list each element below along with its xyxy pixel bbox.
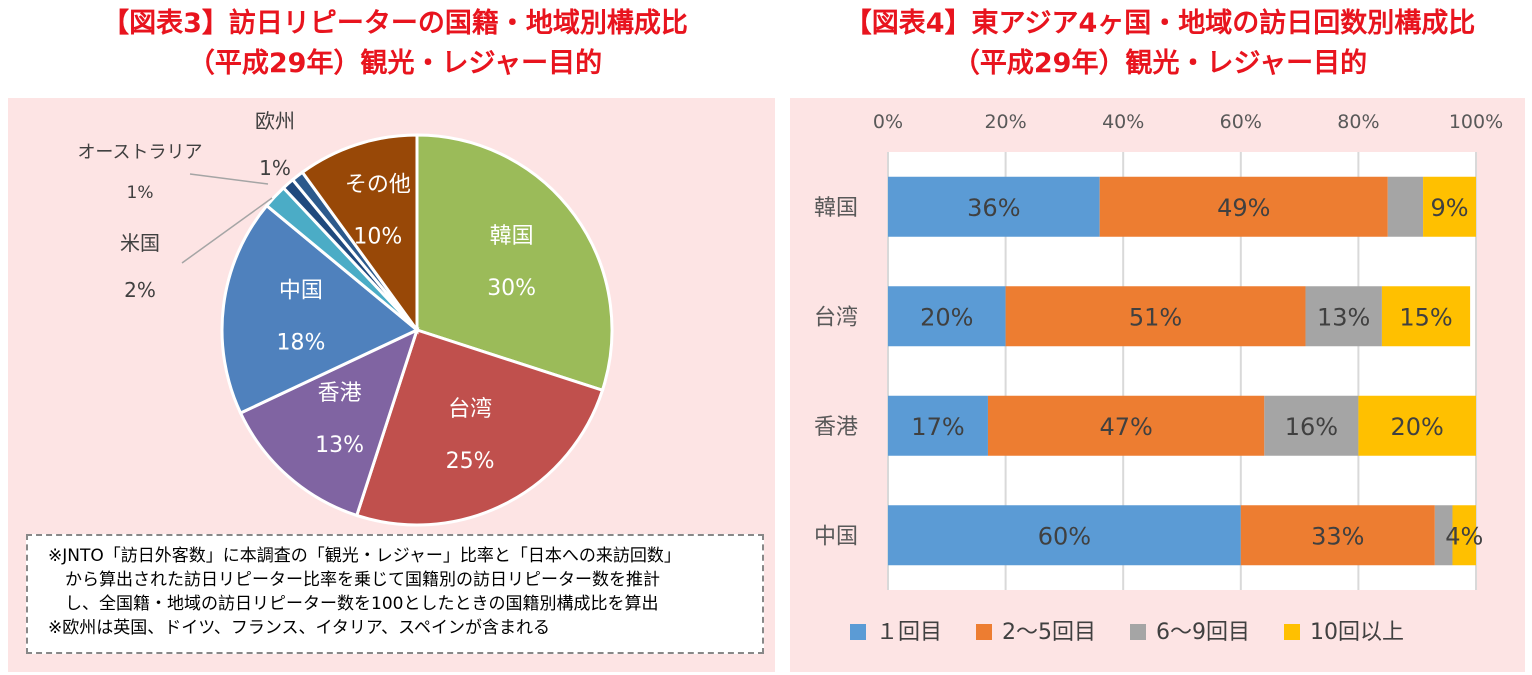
bar-data-label: 4% bbox=[1445, 522, 1483, 550]
legend-label: 10回以上 bbox=[1310, 620, 1405, 645]
pie-label: その他 bbox=[345, 172, 411, 197]
bar-segment bbox=[1381, 286, 1471, 347]
legend-swatch bbox=[976, 624, 993, 640]
category-label: 中国 bbox=[814, 524, 858, 549]
pie-slice-中国 bbox=[220, 203, 420, 416]
category-label: 韓国 bbox=[814, 196, 858, 221]
bar-segment bbox=[888, 286, 1006, 347]
pie-slice-韓国 bbox=[415, 133, 614, 393]
pie-notes: ※JNTO「訪日外客数」に本調査の「観光・レジャー」比率と「日本への来訪回数」 … bbox=[26, 534, 764, 654]
bar-data-label: 9% bbox=[1431, 194, 1469, 222]
pie-label: 欧州 bbox=[255, 109, 295, 133]
pie-label: 中国 bbox=[279, 278, 323, 303]
x-tick-label: 100% bbox=[1449, 111, 1503, 133]
pie-value: 30% bbox=[487, 276, 536, 301]
legend-item: 10回以上 bbox=[1284, 614, 1404, 646]
pie-value: 2% bbox=[124, 278, 156, 302]
bar-title-line1: 【図表4】東アジア4ヶ国・地域の訪日回数別構成比 bbox=[844, 8, 1476, 39]
pie-value: 10% bbox=[353, 224, 402, 249]
bar-legend: １回目 2～5回目 6～9回目 10回以上 bbox=[850, 614, 1404, 646]
pie-title-line1: 【図表3】訪日リピーターの国籍・地域別構成比 bbox=[102, 8, 688, 39]
note-line: ※欧州は英国、ドイツ、フランス、イタリア、スペインが含まれる bbox=[48, 618, 550, 638]
legend-item: １回目 bbox=[850, 614, 942, 646]
bar-data-label: 33% bbox=[1311, 522, 1364, 550]
bar-segment bbox=[888, 505, 1241, 566]
category-label: 香港 bbox=[814, 415, 858, 440]
pie-label: 香港 bbox=[318, 381, 362, 406]
bar-segment bbox=[1264, 395, 1359, 456]
bar-data-label: 49% bbox=[1217, 194, 1270, 222]
bar-data-label: 20% bbox=[920, 303, 973, 331]
pie-slice-その他 bbox=[300, 133, 419, 335]
x-tick-label: 60% bbox=[1220, 111, 1262, 133]
x-tick-label: 40% bbox=[1102, 111, 1144, 133]
note-line: ※JNTO「訪日外客数」に本調査の「観光・レジャー」比率と「日本への来訪回数」 bbox=[48, 546, 681, 566]
pie-value: 13% bbox=[315, 433, 364, 458]
pie-value: 18% bbox=[276, 330, 325, 355]
bar-data-label: 47% bbox=[1099, 413, 1152, 441]
legend-item: 2～5回目 bbox=[976, 614, 1096, 646]
bar-segment bbox=[1005, 286, 1306, 347]
bar-segment bbox=[1099, 176, 1388, 237]
x-tick-label: 20% bbox=[984, 111, 1026, 133]
x-tick-label: 80% bbox=[1337, 111, 1379, 133]
pie-value: 1% bbox=[127, 183, 154, 203]
bar-data-label: 15% bbox=[1399, 303, 1452, 331]
x-tick-label: 0% bbox=[873, 111, 903, 133]
legend-swatch bbox=[850, 624, 866, 640]
pie-label: 米国 bbox=[120, 231, 160, 255]
bar-data-label: 17% bbox=[911, 413, 964, 441]
bar-segment bbox=[1423, 176, 1476, 237]
bar-segment bbox=[888, 395, 988, 456]
bar-segment bbox=[1358, 395, 1476, 456]
bar-data-label: 16% bbox=[1285, 413, 1338, 441]
bar-segment bbox=[1387, 176, 1424, 237]
pie-title-line2: （平成29年）観光・レジャー目的 bbox=[187, 48, 603, 79]
pie-label: オーストラリア bbox=[77, 142, 202, 163]
pie-value: 1% bbox=[259, 156, 291, 180]
bar-data-label: 36% bbox=[967, 194, 1020, 222]
pie-slice-台湾 bbox=[354, 328, 605, 527]
bar-segment bbox=[1434, 505, 1453, 566]
bar-data-label: 13% bbox=[1317, 303, 1370, 331]
bar-segment bbox=[1305, 286, 1382, 347]
legend-swatch bbox=[1284, 624, 1301, 640]
bar-data-label: 60% bbox=[1038, 522, 1091, 550]
legend-label: 6～9回目 bbox=[1156, 620, 1251, 645]
bar-segment bbox=[1240, 505, 1435, 566]
legend-label: 2～5回目 bbox=[1002, 620, 1097, 645]
leader-line bbox=[189, 173, 269, 185]
pie-label: 韓国 bbox=[490, 224, 534, 249]
pie-label: 台湾 bbox=[448, 397, 492, 422]
pie-value: 25% bbox=[446, 449, 495, 474]
note-line: から算出された訪日リピーター比率を乗じて国籍別の訪日リピーター数を推計 bbox=[48, 570, 660, 590]
bar-data-label: 51% bbox=[1129, 303, 1182, 331]
bar-segment bbox=[987, 395, 1265, 456]
bar-segment bbox=[888, 176, 1100, 237]
bar-data-label: 20% bbox=[1391, 413, 1444, 441]
bar-title-line2: （平成29年）観光・レジャー目的 bbox=[952, 48, 1368, 79]
pie-title: 【図表3】訪日リピーターの国籍・地域別構成比 （平成29年）観光・レジャー目的 bbox=[20, 4, 770, 84]
legend-label: １回目 bbox=[876, 620, 943, 645]
legend-swatch bbox=[1130, 624, 1147, 640]
category-label: 台湾 bbox=[814, 305, 858, 330]
leader-line bbox=[181, 197, 273, 264]
bar-title: 【図表4】東アジア4ヶ国・地域の訪日回数別構成比 （平成29年）観光・レジャー目… bbox=[790, 4, 1530, 84]
note-line: し、全国籍・地域の訪日リピーター数を100としたときの国籍別構成比を算出 bbox=[48, 594, 659, 614]
bar-segment bbox=[1452, 505, 1476, 566]
pie-slice-香港 bbox=[238, 327, 420, 518]
legend-item: 6～9回目 bbox=[1130, 614, 1250, 646]
